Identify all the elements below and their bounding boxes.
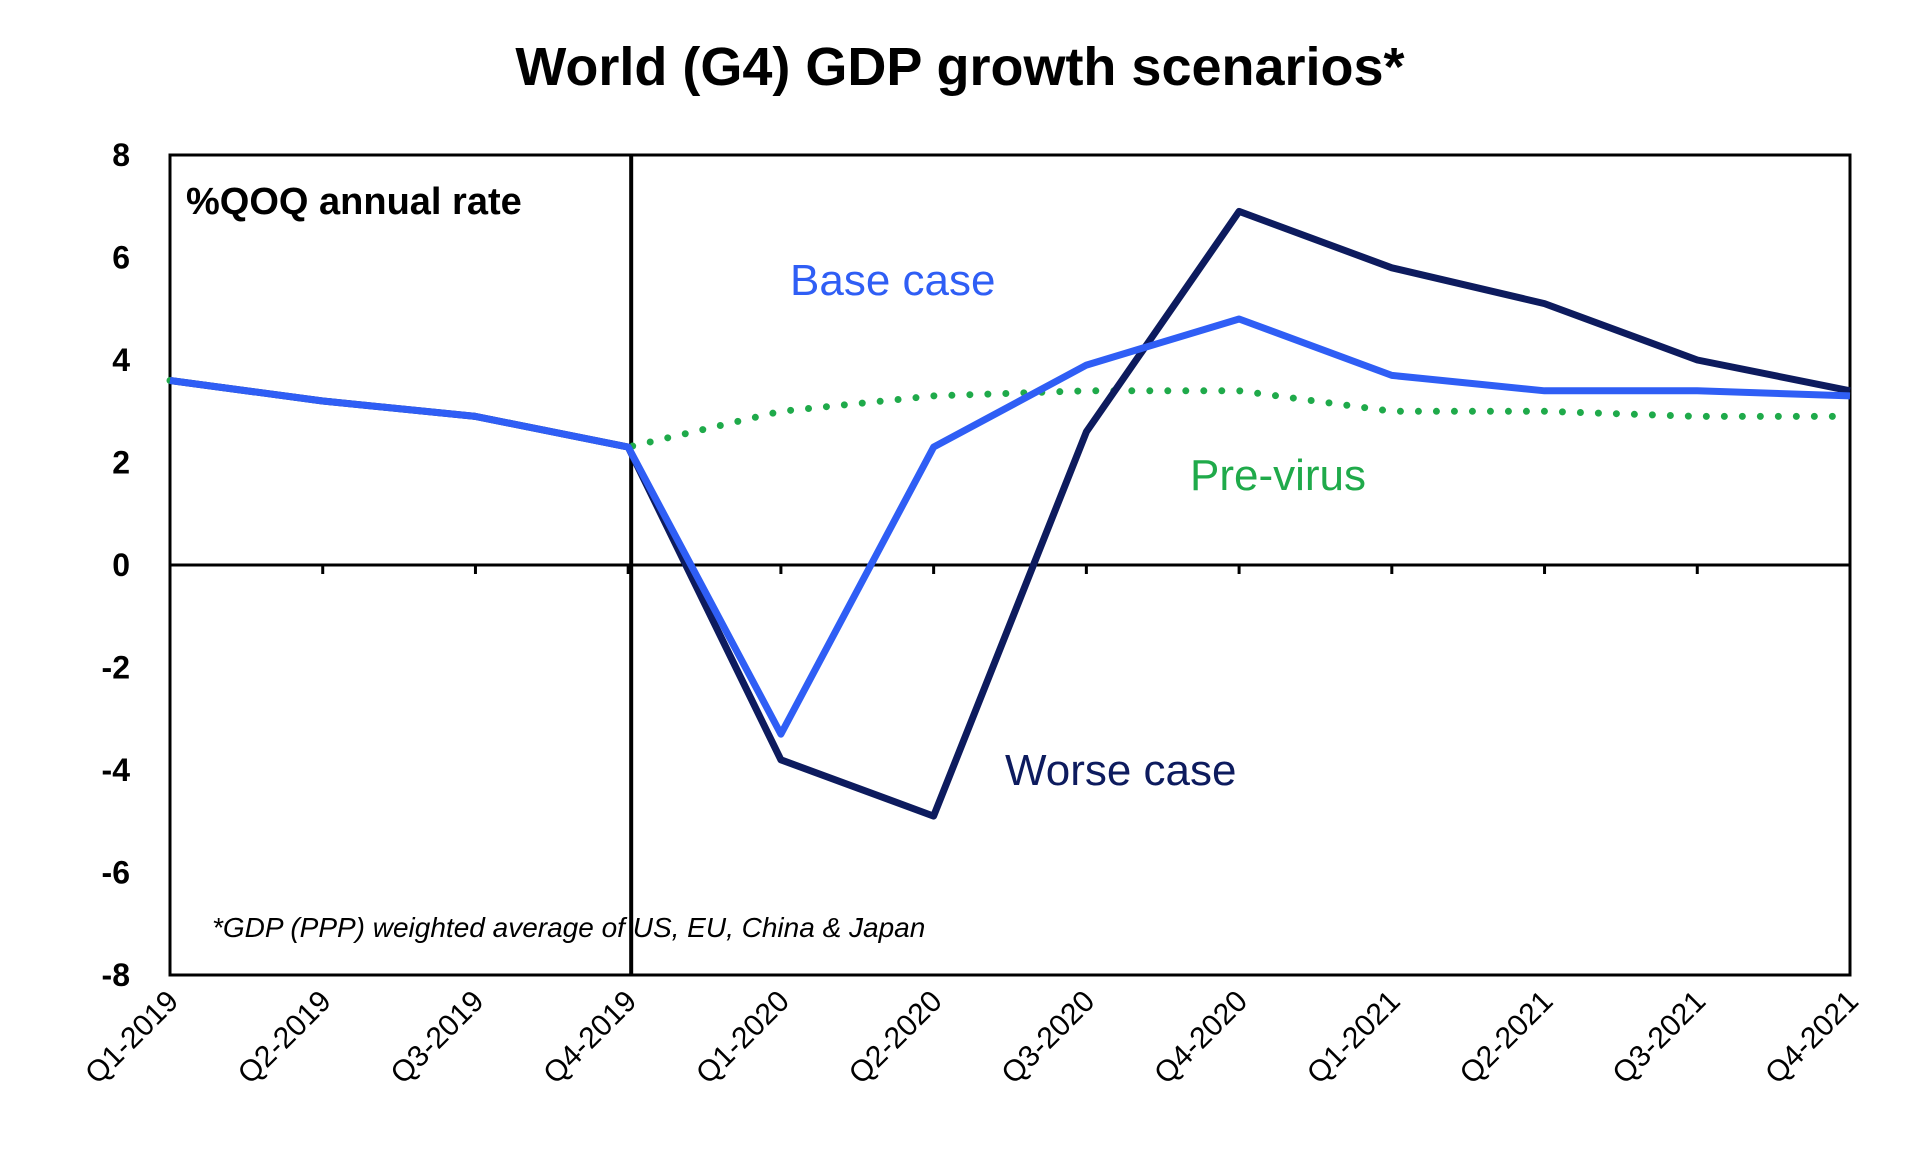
y-tick-label: -2 (102, 650, 130, 686)
x-tick-label: Q2-2019 (232, 985, 338, 1091)
x-tick-label: Q1-2019 (79, 985, 185, 1091)
y-tick-label: -6 (102, 855, 130, 891)
series-label-worse-case: Worse case (1005, 746, 1237, 795)
series-lines (166, 207, 1854, 820)
x-tick-label: Q3-2020 (995, 985, 1101, 1091)
y-tick-label: -4 (102, 752, 131, 788)
y-tick-label: 4 (112, 342, 130, 378)
series-line-base-case (169, 315, 1851, 738)
x-tick-label: Q2-2021 (1454, 985, 1560, 1091)
y-tick-label: 8 (112, 137, 130, 173)
y-tick-label: 6 (112, 240, 130, 276)
y-axis: 8 6 4 2 0 -2 -4 -6 -8 (102, 137, 131, 993)
chart-title: World (G4) GDP growth scenarios* (515, 37, 1404, 97)
x-tick-label: Q3-2021 (1606, 985, 1712, 1091)
footnote: *GDP (PPP) weighted average of US, EU, C… (212, 912, 925, 943)
x-tick-label: Q2-2020 (843, 985, 949, 1091)
unit-label: %QOQ annual rate (186, 181, 522, 223)
series-label-base-case: Base case (790, 256, 995, 305)
x-tick-label: Q4-2020 (1148, 985, 1254, 1091)
x-tick-label: Q1-2020 (690, 985, 796, 1091)
y-tick-label: 0 (112, 547, 130, 583)
series-label-pre-virus: Pre-virus (1190, 451, 1366, 500)
x-tick-label: Q4-2021 (1759, 985, 1865, 1091)
x-tick-label: Q1-2021 (1301, 985, 1407, 1091)
x-tick-label: Q4-2019 (537, 985, 643, 1091)
x-tick-label: Q3-2019 (385, 985, 491, 1091)
y-tick-label: 2 (112, 445, 130, 481)
y-tick-label: -8 (102, 957, 130, 993)
